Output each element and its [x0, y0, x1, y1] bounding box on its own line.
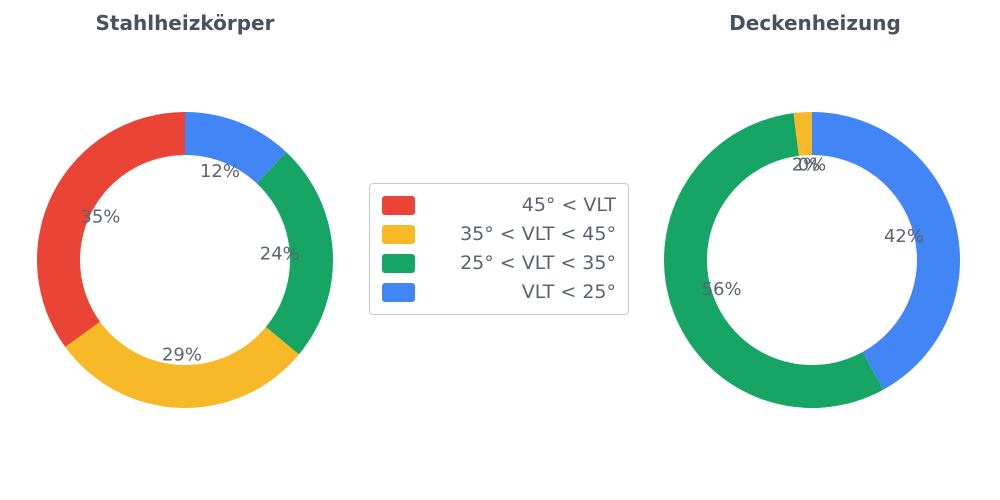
- chart-title-stahlheizkoerper: Stahlheizkörper: [95, 11, 275, 35]
- percent-label: 2%: [792, 155, 821, 176]
- donut-segment-45-VLT: [37, 112, 185, 347]
- legend-item: 45° < VLT: [382, 194, 616, 217]
- legend-item: 25° < VLT < 35°: [382, 252, 616, 275]
- legend-swatch: [382, 225, 415, 244]
- percent-label: 56%: [702, 279, 742, 300]
- percent-label: 12%: [200, 161, 240, 182]
- donut-segment-25-VLT-35-: [256, 152, 334, 355]
- donut-chart-deckenheizung: 0%2% 56% 42%: [663, 112, 960, 409]
- donut-segment-25-VLT-35-: [663, 113, 884, 409]
- percent-label: 35%: [80, 206, 120, 227]
- legend-item-label: 45° < VLT: [521, 194, 616, 216]
- donut-chart-stahlheizkoerper: 35% 29% 24% 12%: [37, 112, 334, 408]
- donut-segment-35-VLT-45-: [793, 112, 812, 156]
- percent-label: 0%: [798, 155, 827, 176]
- legend-item-label: 25° < VLT < 35°: [460, 252, 616, 274]
- legend-item-label: 35° < VLT < 45°: [460, 223, 616, 245]
- legend-item-label: VLT < 25°: [521, 281, 616, 303]
- legend-swatch: [382, 283, 415, 302]
- legend-item: 35° < VLT < 45°: [382, 223, 616, 246]
- percent-label: 42%: [884, 226, 924, 247]
- donut-segment-VLT-25-: [812, 112, 960, 390]
- donut-segment-VLT-25-: [185, 112, 287, 184]
- legend-swatch: [382, 196, 415, 215]
- legend: 45° < VLT 35° < VLT < 45° 25° < VLT < 35° V…: [369, 183, 629, 315]
- legend-swatch: [382, 254, 415, 273]
- donut-segment-35-VLT-45-: [65, 321, 300, 408]
- legend-item: VLT < 25°: [382, 281, 616, 304]
- percent-label: 29%: [162, 345, 202, 366]
- percent-label: 24%: [260, 244, 300, 265]
- chart-title-deckenheizung: Deckenheizung: [729, 11, 901, 35]
